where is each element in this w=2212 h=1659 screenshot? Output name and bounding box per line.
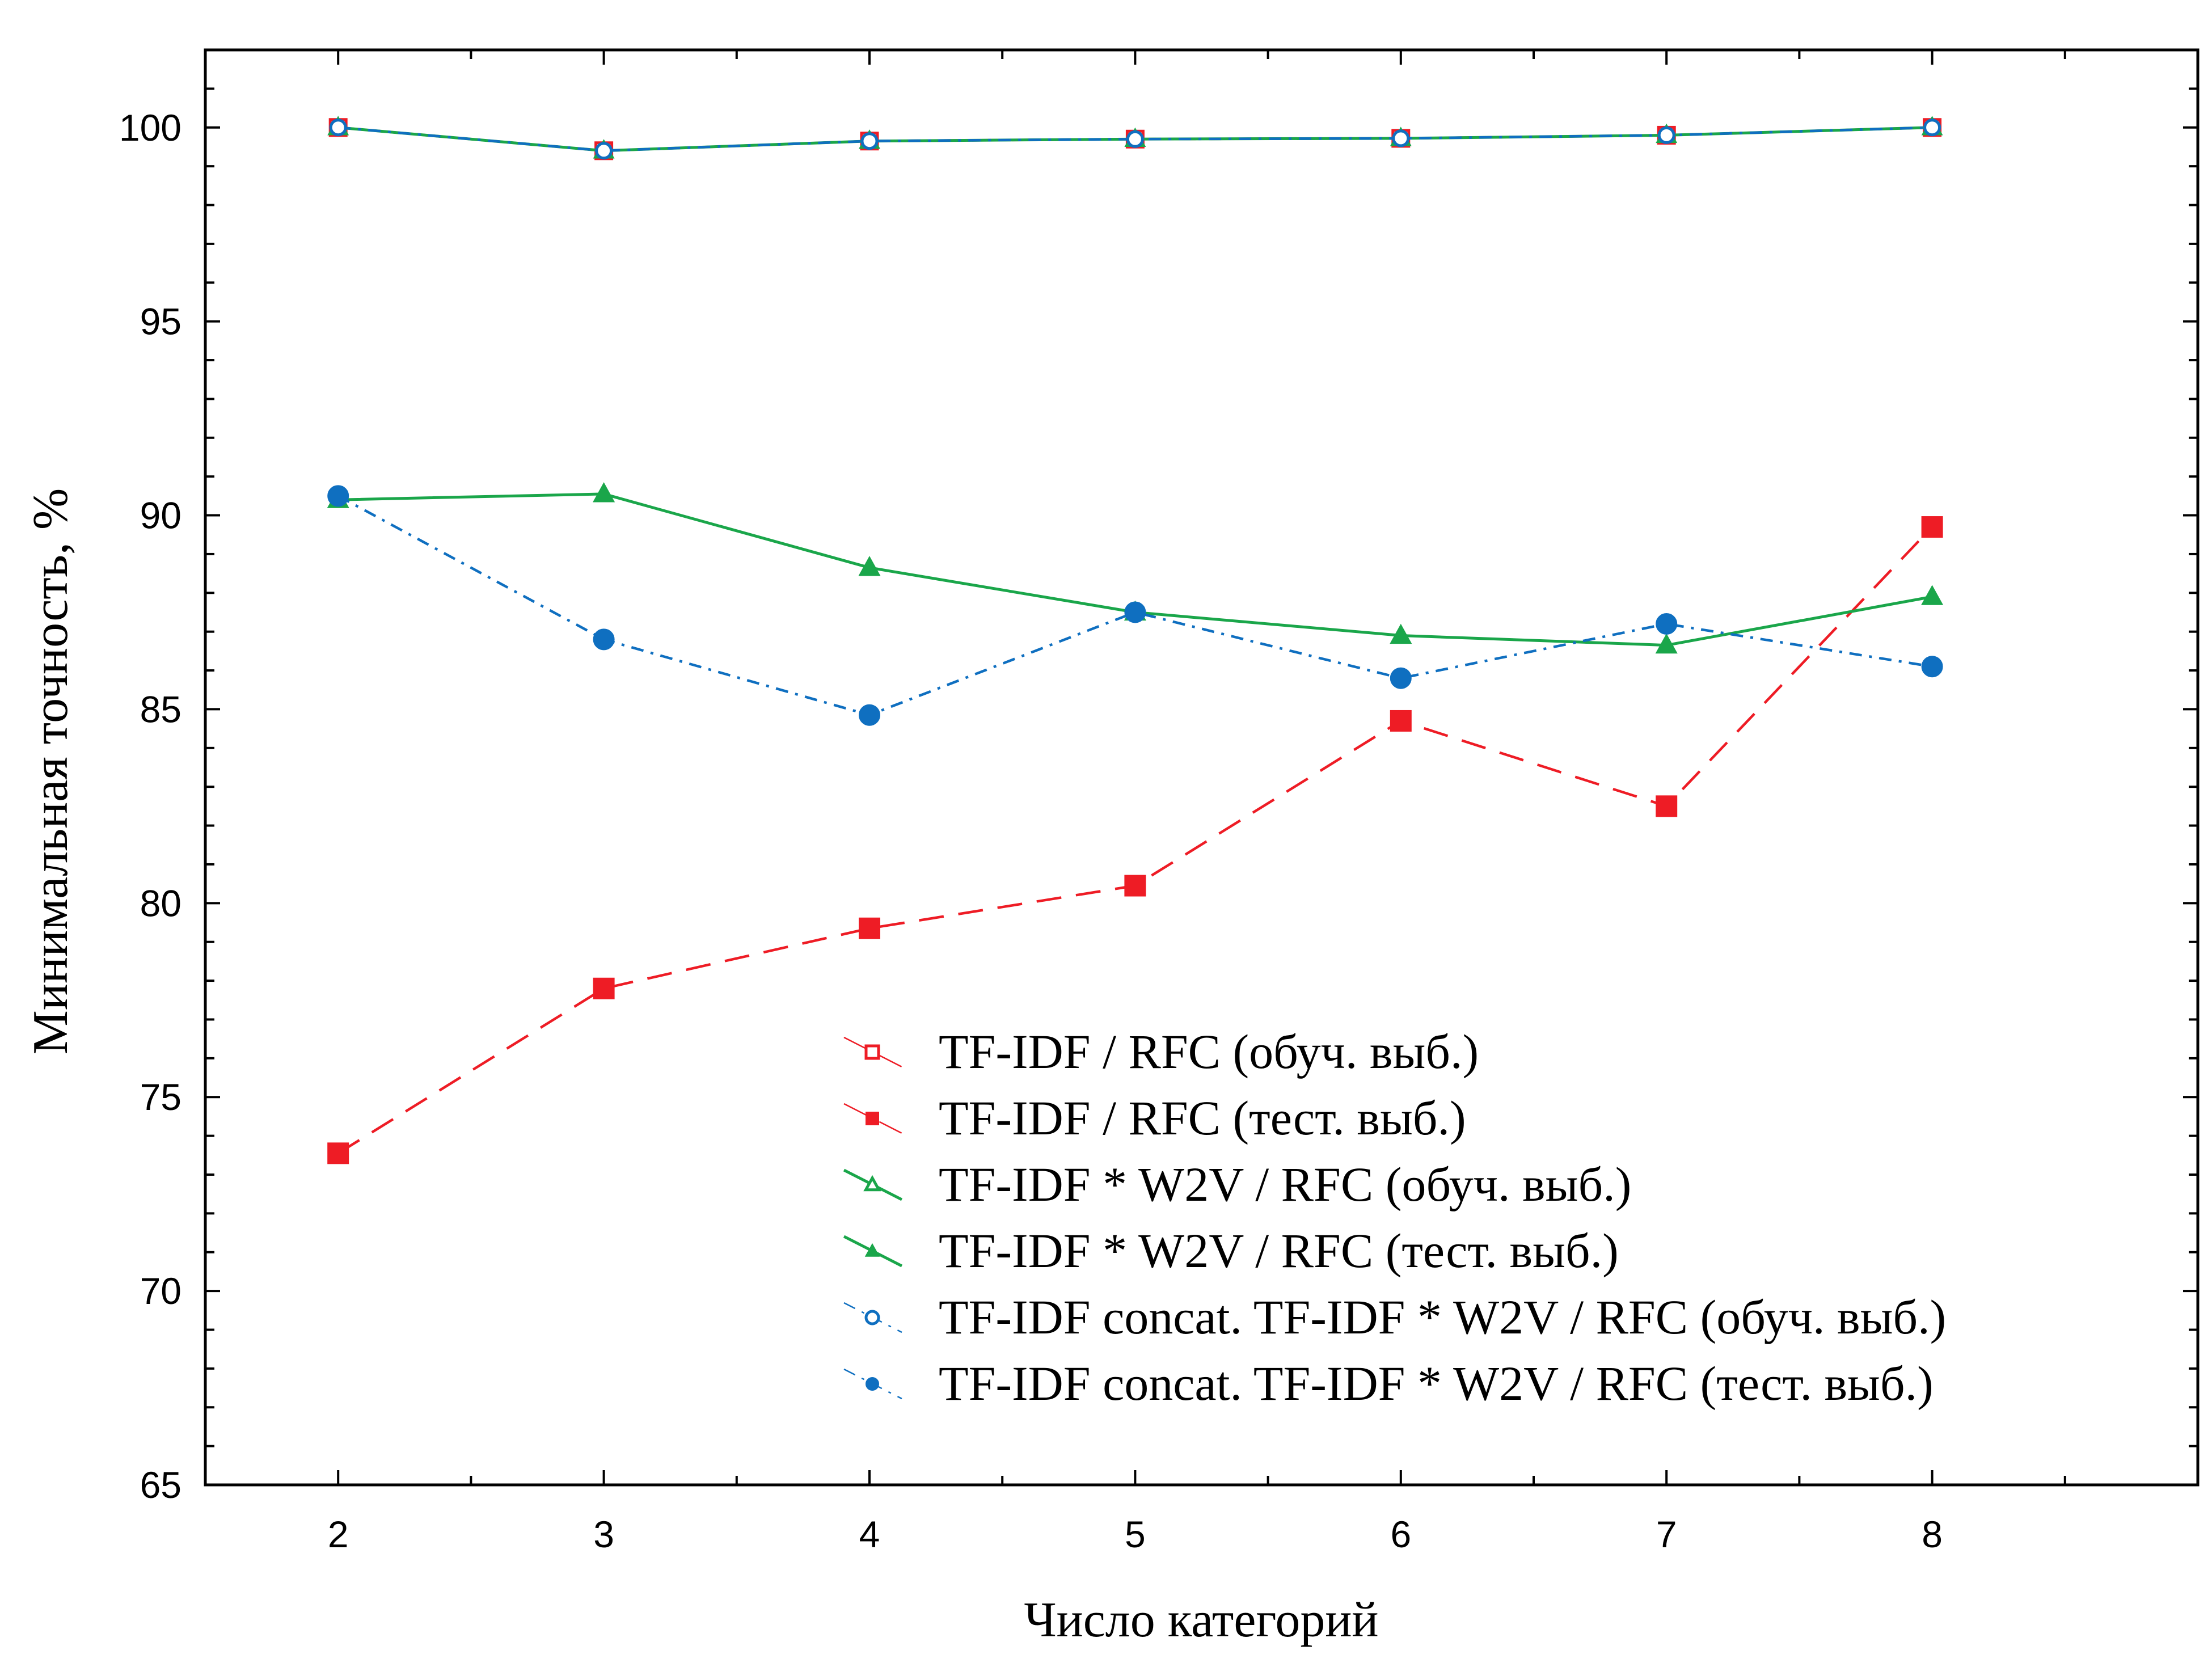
legend-item-5: TF-IDF concat. TF-IDF * W2V / RFC (обуч.… (843, 1290, 1946, 1344)
x-axis-title: Число категорий (1024, 1593, 1378, 1648)
legend-label: TF-IDF concat. TF-IDF * W2V / RFC (тест.… (939, 1356, 1934, 1411)
series-6-point (593, 628, 615, 651)
series-6-point (859, 704, 880, 726)
x-tick-label: 7 (1656, 1513, 1677, 1555)
y-tick-label: 100 (119, 107, 181, 149)
series-5-point (329, 119, 347, 137)
series-4-point (1921, 585, 1944, 605)
series-4-point (1655, 633, 1678, 654)
series-6-point (1124, 601, 1146, 623)
series-5-point (1923, 119, 1941, 137)
legend-line (843, 1036, 902, 1068)
series-6-point (1656, 613, 1678, 635)
series-2-point (327, 1142, 349, 1164)
series-2-point (593, 977, 615, 999)
series-6-point (1921, 656, 1943, 678)
y-axis-title: Минимальная точность, % (23, 488, 78, 1055)
series-2-point (1921, 516, 1943, 538)
x-tick-label: 2 (328, 1513, 349, 1555)
series-6-point (1390, 667, 1412, 689)
y-tick-label: 90 (140, 495, 181, 537)
y-tick-label: 85 (140, 688, 181, 730)
x-tick-label: 4 (859, 1513, 880, 1555)
axes: 2 3 4 5 6 7 8 65 70 75 80 85 90 95 100 (119, 48, 2200, 1555)
legend-label: TF-IDF / RFC (обуч. выб.) (939, 1024, 1479, 1079)
y-tick-label: 70 (140, 1270, 181, 1312)
series-5 (329, 119, 1941, 160)
legend: TF-IDF / RFC (обуч. выб.) TF-IDF / RFC (т… (843, 1024, 1946, 1411)
series-6-point (327, 485, 349, 507)
series-2-point (1124, 875, 1146, 897)
series-2-point (859, 917, 880, 939)
series-5-point (1392, 129, 1410, 147)
legend-label: TF-IDF * W2V / RFC (тест. выб.) (939, 1223, 1619, 1278)
series-4-point (1390, 623, 1412, 644)
x-tick-label: 5 (1125, 1513, 1146, 1555)
y-tick-label: 95 (140, 301, 181, 343)
legend-item-2: TF-IDF / RFC (тест. выб.) (843, 1091, 1466, 1145)
series-4-point (593, 482, 615, 503)
legend-line (843, 1103, 902, 1134)
series-5-point (860, 132, 879, 150)
plot-frame (204, 48, 2200, 1487)
legend-marker (864, 1310, 880, 1325)
legend-item-4: TF-IDF * W2V / RFC (тест. выб.) (843, 1223, 1619, 1278)
series-5-point (595, 142, 613, 160)
legend-item-1: TF-IDF / RFC (обуч. выб.) (843, 1024, 1479, 1079)
series-5-point (1126, 130, 1144, 148)
x-tick-label: 3 (593, 1513, 614, 1555)
legend-label: TF-IDF / RFC (тест. выб.) (939, 1091, 1466, 1145)
series-4-point (858, 556, 881, 576)
legend-marker (864, 1243, 880, 1257)
x-tick-label: 8 (1922, 1513, 1943, 1555)
series-2 (327, 516, 1943, 1164)
legend-item-3: TF-IDF * W2V / RFC (обуч. выб.) (843, 1157, 1631, 1211)
legend-label: TF-IDF concat. TF-IDF * W2V / RFC (обуч.… (939, 1290, 1946, 1344)
legend-marker (864, 1044, 880, 1060)
series-layer (327, 116, 1944, 1164)
series-6 (327, 485, 1943, 726)
y-tick-label: 80 (140, 882, 181, 924)
y-tick-label: 65 (140, 1464, 181, 1506)
x-tick-label: 6 (1390, 1513, 1411, 1555)
legend-item-6: TF-IDF concat. TF-IDF * W2V / RFC (тест.… (843, 1356, 1934, 1411)
series-2-point (1390, 710, 1412, 732)
series-2-point (1656, 795, 1678, 817)
legend-marker (866, 1377, 879, 1391)
legend-label: TF-IDF * W2V / RFC (обуч. выб.) (939, 1157, 1631, 1211)
series-5-point (1657, 126, 1675, 144)
legend-marker (866, 1112, 879, 1125)
y-tick-label: 75 (140, 1076, 181, 1118)
legend-marker (863, 1175, 881, 1192)
